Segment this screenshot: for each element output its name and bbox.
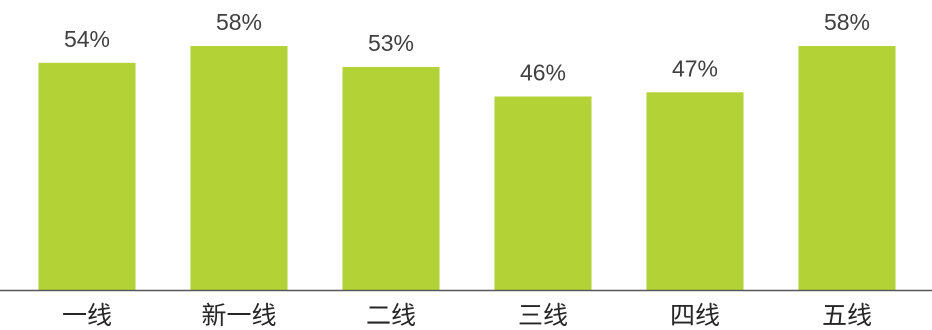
bar-2 bbox=[190, 46, 288, 290]
bar-value-label-1: 54% bbox=[64, 26, 110, 52]
category-label-5: 四线 bbox=[670, 301, 720, 330]
category-label-4: 三线 bbox=[518, 301, 568, 330]
bars-group bbox=[38, 46, 896, 290]
bar-value-label-3: 53% bbox=[368, 30, 414, 56]
value-labels-group: 54% 58% 53% 46% 47% 58% bbox=[64, 9, 870, 86]
bar-1 bbox=[38, 62, 136, 290]
bar-5 bbox=[646, 92, 744, 290]
bar-value-label-6: 58% bbox=[824, 9, 870, 35]
category-labels-group: 一线 新一线 二线 三线 四线 五线 bbox=[62, 301, 872, 330]
bar-4 bbox=[494, 96, 592, 290]
bar-3 bbox=[342, 67, 440, 290]
bar-6 bbox=[798, 46, 896, 290]
bar-value-label-5: 47% bbox=[672, 55, 718, 81]
category-label-3: 二线 bbox=[366, 301, 416, 330]
category-label-6: 五线 bbox=[822, 301, 872, 330]
bar-value-label-4: 46% bbox=[520, 60, 566, 86]
bar-value-label-2: 58% bbox=[216, 9, 262, 35]
category-label-1: 一线 bbox=[62, 301, 112, 330]
category-label-2: 新一线 bbox=[201, 301, 276, 330]
